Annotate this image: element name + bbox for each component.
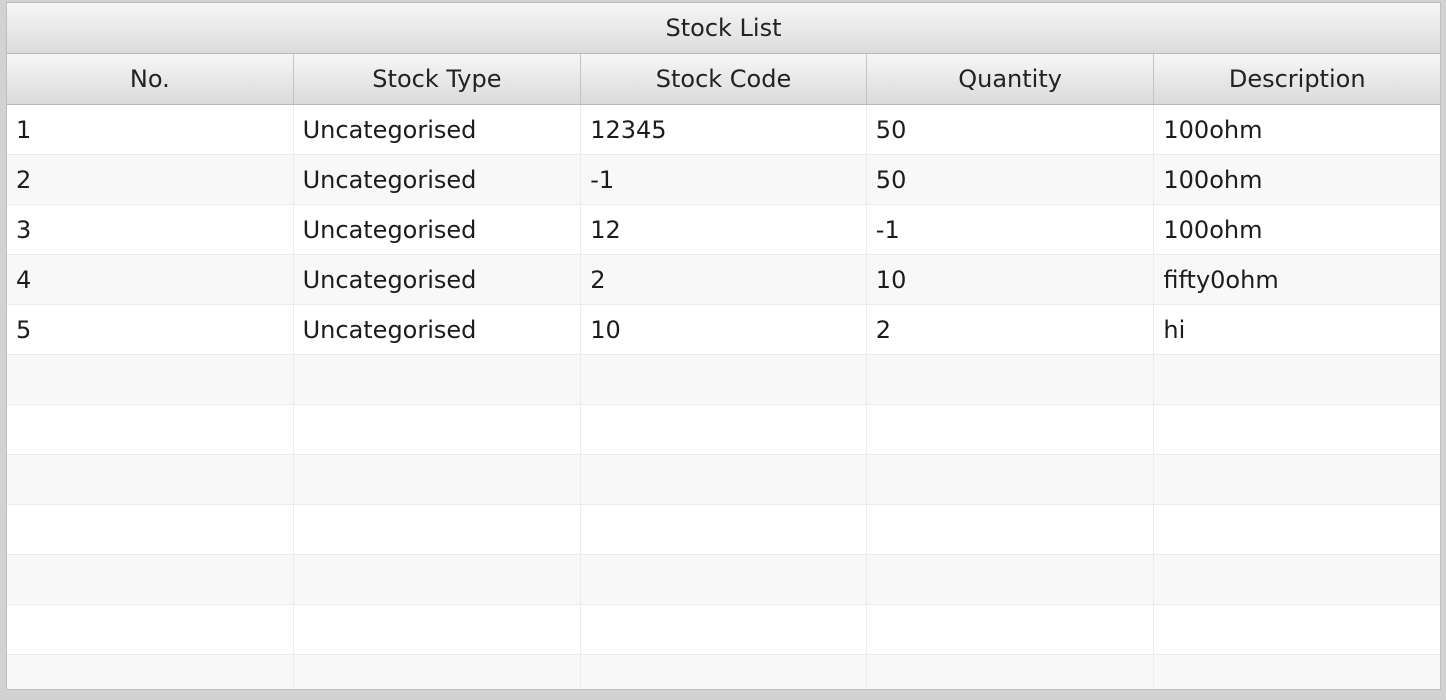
- empty-row: [7, 605, 1440, 655]
- cell-stock-type: Uncategorised: [294, 305, 582, 354]
- column-header-stock-type[interactable]: Stock Type: [293, 54, 582, 104]
- table-row[interactable]: 2 Uncategorised -1 50 100ohm: [7, 155, 1440, 205]
- cell-description: fifty0ohm: [1163, 265, 1279, 294]
- empty-cell: [294, 355, 582, 404]
- column-header-row: No. Stock Type Stock Code Quantity Descr…: [7, 54, 1440, 105]
- empty-cell: [581, 405, 867, 454]
- empty-cell: [867, 455, 1155, 504]
- empty-row: [7, 655, 1440, 689]
- table-body: 1 Uncategorised 12345 50 100ohm 2 Uncate…: [7, 105, 1440, 689]
- empty-row: [7, 555, 1440, 605]
- cell-stock-code: 2: [581, 255, 867, 304]
- empty-cell: [294, 505, 582, 554]
- cell-stock-code: -1: [581, 155, 867, 204]
- cell-no: 1: [7, 105, 294, 154]
- empty-cell: [1154, 505, 1440, 554]
- empty-cell: [581, 605, 867, 654]
- cell-no: 3: [7, 205, 294, 254]
- empty-cell: [1154, 355, 1440, 404]
- empty-cell: [7, 505, 294, 554]
- empty-cell: [1154, 405, 1440, 454]
- empty-cell: [294, 405, 582, 454]
- cell-stock-type: Uncategorised: [294, 205, 582, 254]
- empty-row: [7, 355, 1440, 405]
- column-header-no[interactable]: No.: [7, 54, 294, 104]
- column-header-stock-code[interactable]: Stock Code: [581, 54, 867, 104]
- empty-cell: [581, 355, 867, 404]
- empty-cell: [867, 655, 1155, 689]
- cell-quantity: -1: [867, 205, 1155, 254]
- cell-stock-type: Uncategorised: [294, 155, 582, 204]
- empty-cell: [294, 455, 582, 504]
- empty-cell: [1154, 555, 1440, 604]
- table-title: Stock List: [7, 3, 1440, 54]
- column-header-quantity[interactable]: Quantity: [866, 54, 1155, 104]
- empty-cell: [867, 405, 1155, 454]
- cell-description: 100ohm: [1163, 115, 1263, 144]
- empty-row: [7, 505, 1440, 555]
- cell-quantity: 2: [867, 305, 1155, 354]
- empty-cell: [7, 355, 294, 404]
- empty-cell: [867, 605, 1155, 654]
- cell-stock-code: 12345: [581, 105, 867, 154]
- cell-no: 4: [7, 255, 294, 304]
- cell-stock-type: Uncategorised: [294, 255, 582, 304]
- empty-cell: [1154, 455, 1440, 504]
- cell-description: hi: [1163, 315, 1186, 344]
- empty-cell: [1154, 655, 1440, 689]
- cell-quantity: 10: [867, 255, 1155, 304]
- empty-cell: [581, 555, 867, 604]
- cell-quantity: 50: [867, 105, 1155, 154]
- cell-stock-type: Uncategorised: [294, 105, 582, 154]
- empty-cell: [7, 555, 294, 604]
- table-row[interactable]: 3 Uncategorised 12 -1 100ohm: [7, 205, 1440, 255]
- cell-description: 100ohm: [1163, 215, 1263, 244]
- cell-stock-code: 12: [581, 205, 867, 254]
- empty-cell: [7, 405, 294, 454]
- empty-cell: [867, 355, 1155, 404]
- empty-cell: [867, 555, 1155, 604]
- empty-cell: [7, 605, 294, 654]
- cell-no: 5: [7, 305, 294, 354]
- empty-cell: [867, 505, 1155, 554]
- empty-cell: [294, 655, 582, 689]
- cell-quantity: 50: [867, 155, 1155, 204]
- table-row[interactable]: 5 Uncategorised 10 2 hi: [7, 305, 1440, 355]
- empty-row: [7, 405, 1440, 455]
- empty-row: [7, 455, 1440, 505]
- column-header-description[interactable]: Description: [1154, 54, 1440, 104]
- stock-list-table: Stock List No. Stock Type Stock Code Qua…: [6, 2, 1441, 690]
- empty-cell: [7, 655, 294, 689]
- empty-cell: [1154, 605, 1440, 654]
- empty-cell: [294, 555, 582, 604]
- table-row[interactable]: 1 Uncategorised 12345 50 100ohm: [7, 105, 1440, 155]
- empty-cell: [581, 655, 867, 689]
- cell-no: 2: [7, 155, 294, 204]
- empty-cell: [581, 455, 867, 504]
- empty-cell: [7, 455, 294, 504]
- empty-cell: [294, 605, 582, 654]
- cell-stock-code: 10: [581, 305, 867, 354]
- table-row[interactable]: 4 Uncategorised 2 10 fifty0ohm: [7, 255, 1440, 305]
- cell-description: 100ohm: [1163, 165, 1263, 194]
- empty-cell: [581, 505, 867, 554]
